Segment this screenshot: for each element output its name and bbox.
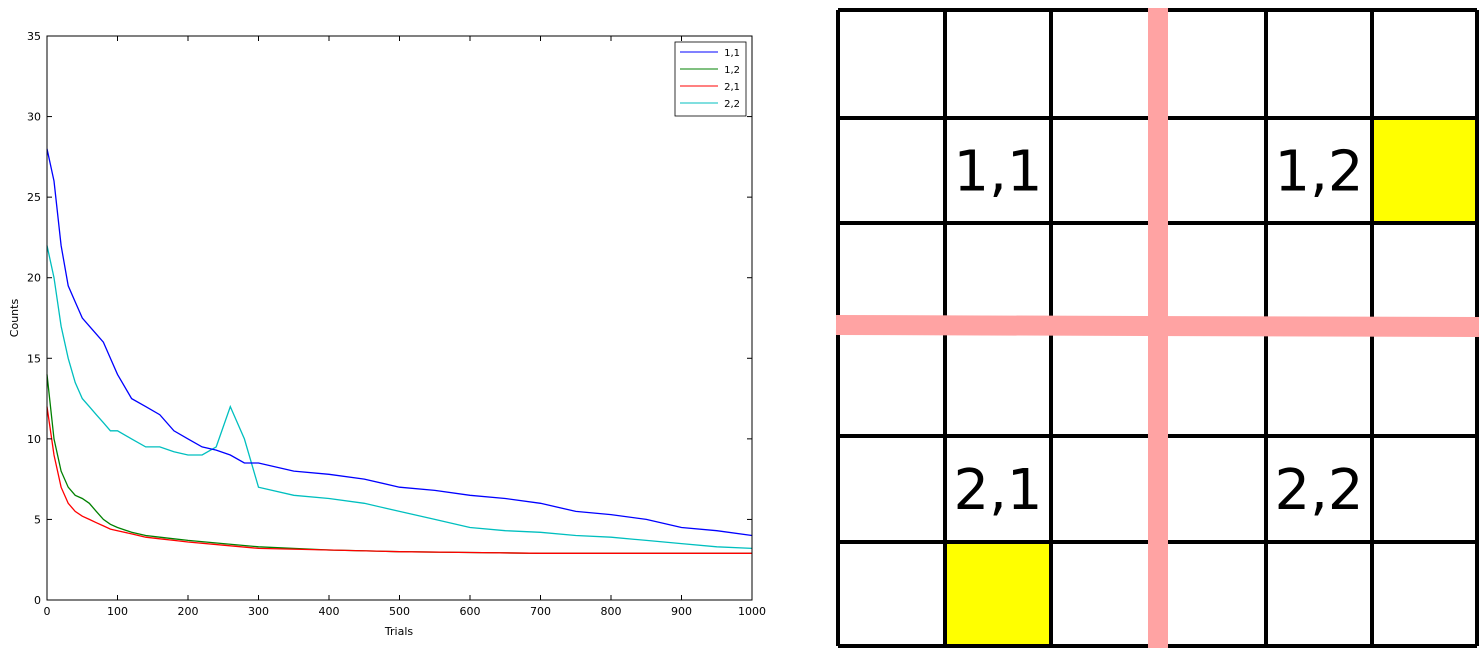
y-tick-label: 25 [27,191,41,204]
plot-area [47,36,752,600]
y-tick-label: 35 [27,30,41,43]
legend-box [674,41,747,117]
y-tick-label: 0 [34,594,41,607]
y-tick-label: 30 [27,111,41,124]
x-tick-label: 300 [248,605,269,618]
series-line-2-1 [46,406,752,554]
highlighted-cell [945,542,1051,646]
x-tick-label: 200 [178,605,199,618]
legend-label: 1,1 [724,48,740,59]
x-tick-label: 700 [530,605,551,618]
legend-label: 2,2 [724,99,740,110]
quadrant-label: 2,1 [953,458,1042,523]
series-line-2-2 [46,245,753,550]
legend-label: 1,2 [724,65,740,76]
y-axis-title: Counts [8,299,21,338]
labels-layer: 1,1 1,2 2,1 2,2 [953,140,1363,524]
x-tick-label: 400 [319,605,340,618]
series-layer [46,148,753,554]
series-line-1-1 [46,148,753,537]
ticks-layer: 0 100 200 300 400 500 600 700 800 900 1000 0 5 10 15 20… [27,30,766,618]
x-tick-label: 0 [44,605,51,618]
x-tick-label: 900 [671,605,692,618]
cells-layer [945,118,1477,646]
plot-frame [46,35,753,601]
quadrant-label: 2,2 [1274,458,1363,523]
legend: 1,1 1,2 2,1 2,2 [674,41,747,117]
x-tick-label: 500 [389,605,410,618]
x-tick-label: 600 [460,605,481,618]
y-tick-label: 20 [27,272,41,285]
y-tick-label: 5 [34,513,41,526]
counts-chart: 0 100 200 300 400 500 600 700 800 900 1000 0 5 10 15 20… [8,30,766,638]
y-tick-label: 15 [27,352,41,365]
quadrant-label: 1,2 [1274,140,1363,205]
x-axis-title: Trials [384,625,413,638]
x-tick-label: 1000 [738,605,766,618]
legend-label: 2,1 [724,82,740,93]
x-tick-label: 800 [601,605,622,618]
y-tick-label: 10 [27,433,41,446]
x-tick-label: 100 [107,605,128,618]
quadrant-divider-horizontal [835,315,1479,337]
quadrant-label: 1,1 [953,140,1042,205]
divider-layer [835,8,1479,648]
highlighted-cell [1372,118,1477,223]
